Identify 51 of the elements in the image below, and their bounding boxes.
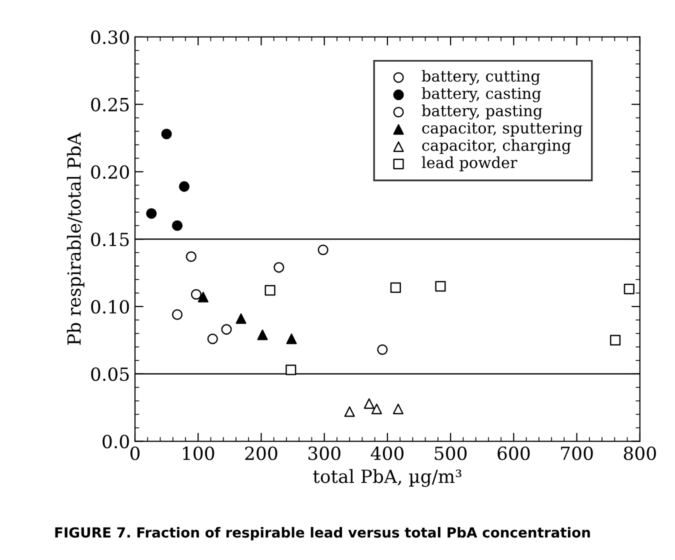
point xyxy=(286,364,296,376)
point xyxy=(172,309,183,320)
y-tick-label: 0.25 xyxy=(91,98,129,112)
point xyxy=(371,404,382,414)
point xyxy=(207,334,218,344)
point xyxy=(161,128,172,140)
x-tick-label: 0 xyxy=(130,446,140,460)
point xyxy=(221,324,232,335)
x-tick-label: 600 xyxy=(498,446,530,460)
legend-label: capacitor, charging xyxy=(422,139,571,154)
legend-label: battery, pasting xyxy=(422,104,542,120)
y-axis-title: Pb respirable/total PbA xyxy=(66,132,84,345)
legend-label: capacitor, sputtering xyxy=(422,122,582,137)
x-tick-label: 800 xyxy=(624,446,656,460)
legend-label: battery, cutting xyxy=(422,70,540,85)
y-tick-label: 0.20 xyxy=(91,165,129,179)
point xyxy=(257,330,268,340)
x-tick-label: 200 xyxy=(245,446,278,460)
point xyxy=(318,244,328,256)
y-tick-label: 0.15 xyxy=(91,232,129,246)
point xyxy=(186,251,196,262)
point xyxy=(172,220,183,231)
x-axis-title: total PbA, µg/m³ xyxy=(313,469,462,487)
x-tick-label: 300 xyxy=(308,446,340,460)
y-tick-label: 0.0 xyxy=(102,434,129,448)
point xyxy=(190,289,202,300)
x-tick-label: 100 xyxy=(183,446,214,460)
point xyxy=(392,404,404,414)
point xyxy=(610,334,621,346)
y-tick-label: 0.10 xyxy=(91,300,129,314)
y-tick-label: 0.30 xyxy=(91,30,129,44)
point xyxy=(344,406,355,417)
point xyxy=(274,262,284,273)
point xyxy=(178,181,190,192)
point xyxy=(435,281,446,292)
point xyxy=(264,285,276,296)
x-tick-label: 400 xyxy=(370,446,404,460)
legend-label: lead powder xyxy=(422,156,518,172)
point xyxy=(390,282,401,293)
point xyxy=(146,208,157,219)
x-tick-label: 500 xyxy=(434,446,467,460)
y-tick-label: 0.05 xyxy=(91,367,129,382)
caption: FIGURE 7. Fraction of respirable lead versus total PbA concentration xyxy=(55,526,590,540)
legend-label: battery, casting xyxy=(422,87,541,102)
point xyxy=(364,398,374,409)
point xyxy=(198,292,208,302)
point xyxy=(377,344,388,355)
x-tick-label: 700 xyxy=(561,446,593,460)
point xyxy=(236,313,246,324)
point xyxy=(286,334,297,344)
point xyxy=(624,284,634,294)
